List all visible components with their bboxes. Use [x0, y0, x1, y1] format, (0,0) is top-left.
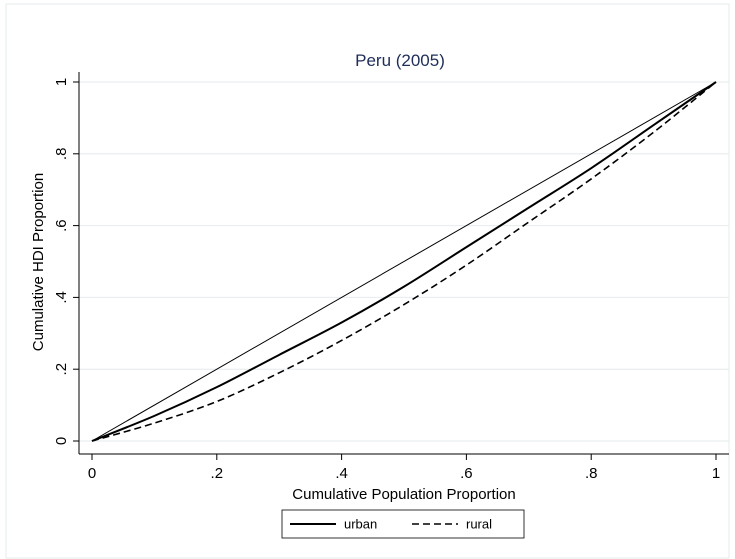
series-line-urban	[91, 81, 717, 442]
legend-label-rural: rural	[466, 517, 492, 532]
x-tick-label-3: .6	[460, 465, 473, 482]
y-tick-label-0: 0	[53, 437, 70, 445]
outer-frame	[5, 3, 730, 559]
x-tick-label-0: 0	[88, 465, 96, 482]
y-tick-label-1: .2	[53, 363, 70, 376]
y-tick-label-3: .6	[53, 219, 70, 232]
x-tick-label-2: .4	[335, 465, 348, 482]
y-tick-label-5: 1	[53, 78, 70, 86]
x-tick-label-5: 1	[712, 465, 720, 482]
axes-layer	[78, 72, 729, 455]
series-line-equality-line	[91, 81, 717, 442]
chart-title: Peru (2005)	[355, 51, 445, 70]
x-axis-title: Cumulative Population Proportion	[292, 486, 515, 503]
legend-label-urban: urban	[344, 517, 377, 532]
y-tick-label-4: .8	[53, 148, 70, 161]
legend: urban rural	[281, 509, 525, 539]
ticks-layer: 0 .2 .4 .6 .8 1 0 .2 .4 .6 .8 1	[53, 78, 720, 482]
series-line-rural	[91, 81, 717, 442]
y-axis-title: Cumulative HDI Proportion	[30, 173, 47, 351]
grid-layer	[79, 81, 729, 442]
series-layer	[91, 81, 717, 442]
y-tick-label-2: .4	[53, 291, 70, 304]
x-tick-label-1: .2	[211, 465, 224, 482]
x-tick-label-4: .8	[585, 465, 598, 482]
